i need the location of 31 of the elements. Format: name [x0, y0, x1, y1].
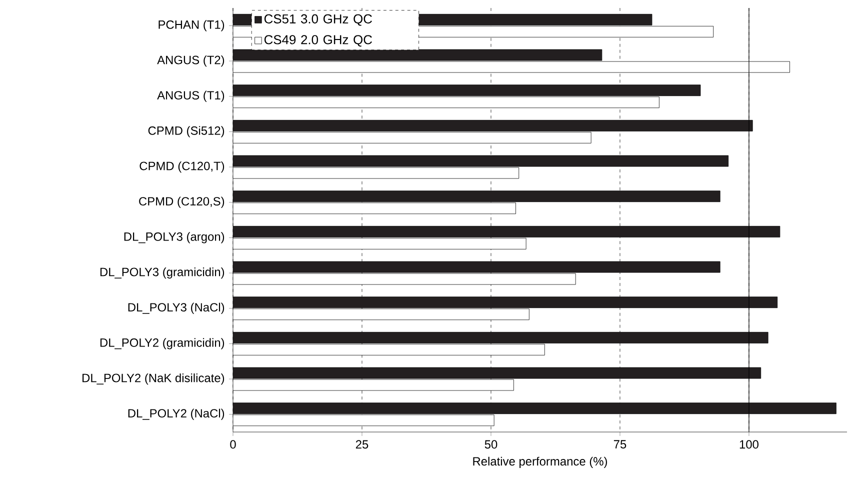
x-axis-title: Relative performance (%) — [473, 456, 607, 468]
bar — [232, 155, 729, 167]
y-tick-label: CPMD (C120,T) — [140, 161, 224, 173]
legend-label: CS51 3.0 GHz QC — [264, 14, 372, 26]
bar — [232, 226, 780, 238]
bar — [232, 84, 701, 96]
bar — [232, 332, 768, 344]
y-tick-label: PCHAN (T1) — [158, 20, 224, 32]
y-tick-label: DL_POLY3 (gramicidin) — [100, 267, 224, 279]
bar — [232, 120, 753, 132]
bar — [232, 296, 778, 308]
bar — [232, 367, 762, 379]
y-tick-label: DL_POLY3 (NaCl) — [128, 302, 224, 314]
y-tick-label: ANGUS (T1) — [157, 90, 224, 102]
bar — [232, 402, 836, 414]
x-tick-label: 25 — [356, 440, 368, 449]
x-tick-label: 50 — [484, 440, 498, 449]
y-tick-label: DL_POLY2 (NaCl) — [128, 408, 224, 420]
bar — [232, 190, 720, 202]
series-label: CS49 2.0 GHz QC — [264, 35, 372, 47]
y-tick-label: ANGUS (T2) — [157, 55, 224, 67]
y-tick-label: DL_POLY3 (argon) — [124, 232, 224, 244]
y-tick-label: CPMD (Si512) — [148, 126, 224, 138]
y-tick-label: CPMD (C120,S) — [139, 196, 224, 208]
x-tick-label: 75 — [614, 440, 626, 449]
bar — [232, 261, 720, 273]
y-tick-label: DL_POLY2 (gramicidin) — [100, 338, 224, 350]
y-tick-label: DL_POLY2 (NaK disilicate) — [82, 373, 224, 385]
x-tick-label: 100 — [740, 440, 758, 449]
x-tick-label: 0 — [230, 440, 236, 449]
bar — [232, 49, 602, 61]
